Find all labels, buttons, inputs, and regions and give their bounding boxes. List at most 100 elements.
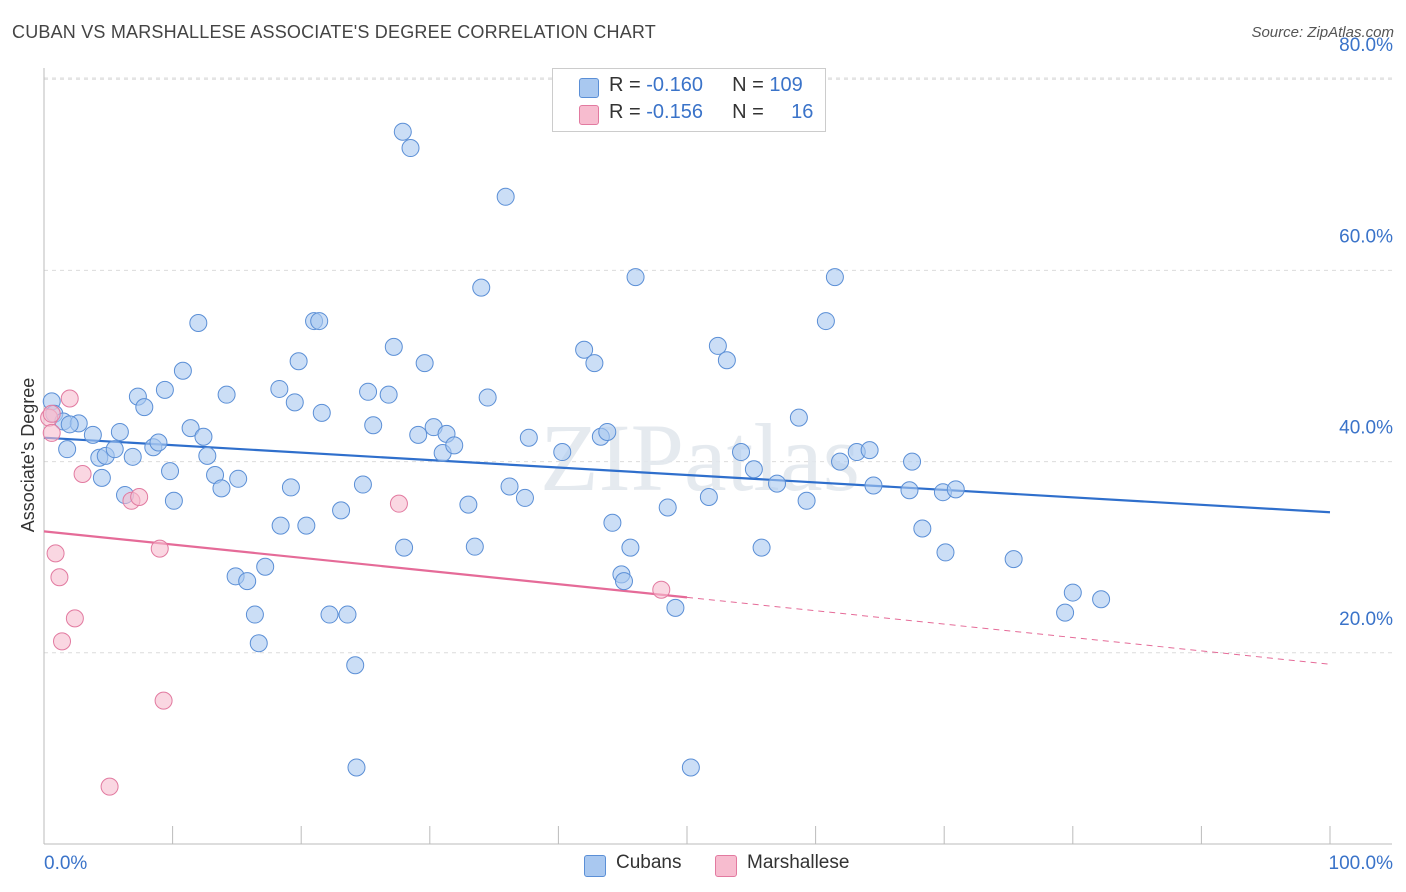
data-point bbox=[652, 580, 671, 599]
data-point bbox=[384, 337, 403, 356]
y-tick-label: 40.0% bbox=[1339, 418, 1393, 439]
trend-line-1 bbox=[43, 530, 688, 599]
data-point bbox=[658, 498, 677, 517]
data-point bbox=[752, 538, 771, 557]
data-point bbox=[181, 419, 200, 438]
data-point bbox=[154, 691, 173, 710]
data-point bbox=[105, 440, 124, 459]
y-tick-label: 60.0% bbox=[1339, 226, 1393, 247]
data-point bbox=[320, 605, 339, 624]
data-point bbox=[415, 354, 434, 373]
data-point bbox=[946, 480, 965, 499]
legend-r-value: -0.156 bbox=[646, 101, 703, 123]
data-point bbox=[472, 278, 491, 297]
marshallese-swatch bbox=[715, 855, 737, 877]
data-point bbox=[46, 544, 65, 563]
data-point bbox=[900, 481, 919, 500]
data-point bbox=[289, 352, 308, 371]
data-point bbox=[626, 268, 645, 287]
data-point bbox=[155, 380, 174, 399]
data-point bbox=[409, 425, 428, 444]
axes bbox=[43, 68, 1392, 845]
data-point bbox=[130, 487, 149, 506]
data-point bbox=[312, 403, 331, 422]
data-points bbox=[40, 122, 1111, 796]
x-tick-label: 100.0% bbox=[1329, 853, 1394, 874]
data-point bbox=[135, 398, 154, 417]
data-point bbox=[364, 416, 383, 435]
data-point bbox=[614, 572, 633, 591]
data-point bbox=[515, 488, 534, 507]
data-point bbox=[58, 440, 77, 459]
data-point bbox=[297, 516, 316, 535]
data-point bbox=[270, 379, 289, 398]
data-point bbox=[332, 501, 351, 520]
data-point bbox=[346, 656, 365, 675]
data-point bbox=[393, 122, 412, 141]
grid-lines bbox=[44, 77, 1392, 654]
trend-line-extension bbox=[686, 596, 1331, 665]
data-point bbox=[744, 460, 763, 479]
data-point bbox=[389, 494, 408, 513]
data-point bbox=[401, 139, 420, 158]
data-point bbox=[161, 462, 180, 481]
data-point bbox=[816, 312, 835, 331]
data-point bbox=[519, 428, 538, 447]
legend-r-label: R = bbox=[609, 101, 647, 123]
data-point bbox=[825, 268, 844, 287]
data-point bbox=[864, 476, 883, 495]
x-tick-labels: 0.0% 100.0% bbox=[44, 853, 1393, 874]
legend-r-value: -0.160 bbox=[646, 74, 703, 96]
data-point bbox=[53, 632, 72, 651]
data-point bbox=[1063, 583, 1082, 602]
data-point bbox=[285, 393, 304, 412]
data-point bbox=[189, 313, 208, 332]
data-point bbox=[42, 423, 61, 442]
data-point bbox=[936, 543, 955, 562]
data-point bbox=[42, 404, 61, 423]
data-point bbox=[717, 351, 736, 370]
data-point bbox=[768, 474, 787, 493]
data-point bbox=[789, 408, 808, 427]
data-point bbox=[338, 605, 357, 624]
data-point bbox=[73, 465, 92, 484]
trend-line-0 bbox=[43, 436, 1331, 514]
data-point bbox=[1004, 550, 1023, 569]
data-point bbox=[249, 634, 268, 653]
y-axis-label: Associate's Degree bbox=[18, 378, 38, 533]
data-point bbox=[271, 516, 290, 535]
data-point bbox=[110, 422, 129, 441]
data-point bbox=[379, 385, 398, 404]
data-point bbox=[860, 441, 879, 460]
trend-lines bbox=[43, 436, 1331, 665]
data-point bbox=[699, 487, 718, 506]
data-point bbox=[459, 495, 478, 514]
source-note: Source: ZipAtlas.com bbox=[1251, 24, 1394, 41]
marshallese-label: Marshallese bbox=[747, 852, 850, 873]
data-point bbox=[238, 572, 257, 591]
data-point bbox=[217, 385, 236, 404]
data-point bbox=[478, 388, 497, 407]
data-point bbox=[65, 609, 84, 628]
data-point bbox=[150, 539, 169, 558]
data-point bbox=[198, 446, 217, 465]
data-point bbox=[256, 557, 275, 576]
data-point bbox=[395, 538, 414, 557]
data-point bbox=[666, 598, 685, 617]
x-tick-label: 0.0% bbox=[44, 853, 87, 874]
data-point bbox=[212, 479, 231, 498]
data-point bbox=[359, 382, 378, 401]
correlation-legend: R = -0.160 N = 109 R = -0.156 N = 16 bbox=[552, 68, 826, 132]
legend-n-value: 109 bbox=[769, 74, 803, 96]
data-point bbox=[585, 354, 604, 373]
data-point bbox=[445, 436, 464, 455]
data-point bbox=[60, 389, 79, 408]
data-point bbox=[708, 336, 727, 355]
data-point bbox=[465, 537, 484, 556]
y-tick-label: 20.0% bbox=[1339, 609, 1393, 630]
data-point bbox=[732, 443, 751, 462]
cubans-swatch bbox=[584, 855, 606, 877]
data-point bbox=[353, 475, 372, 494]
data-point bbox=[245, 605, 264, 624]
